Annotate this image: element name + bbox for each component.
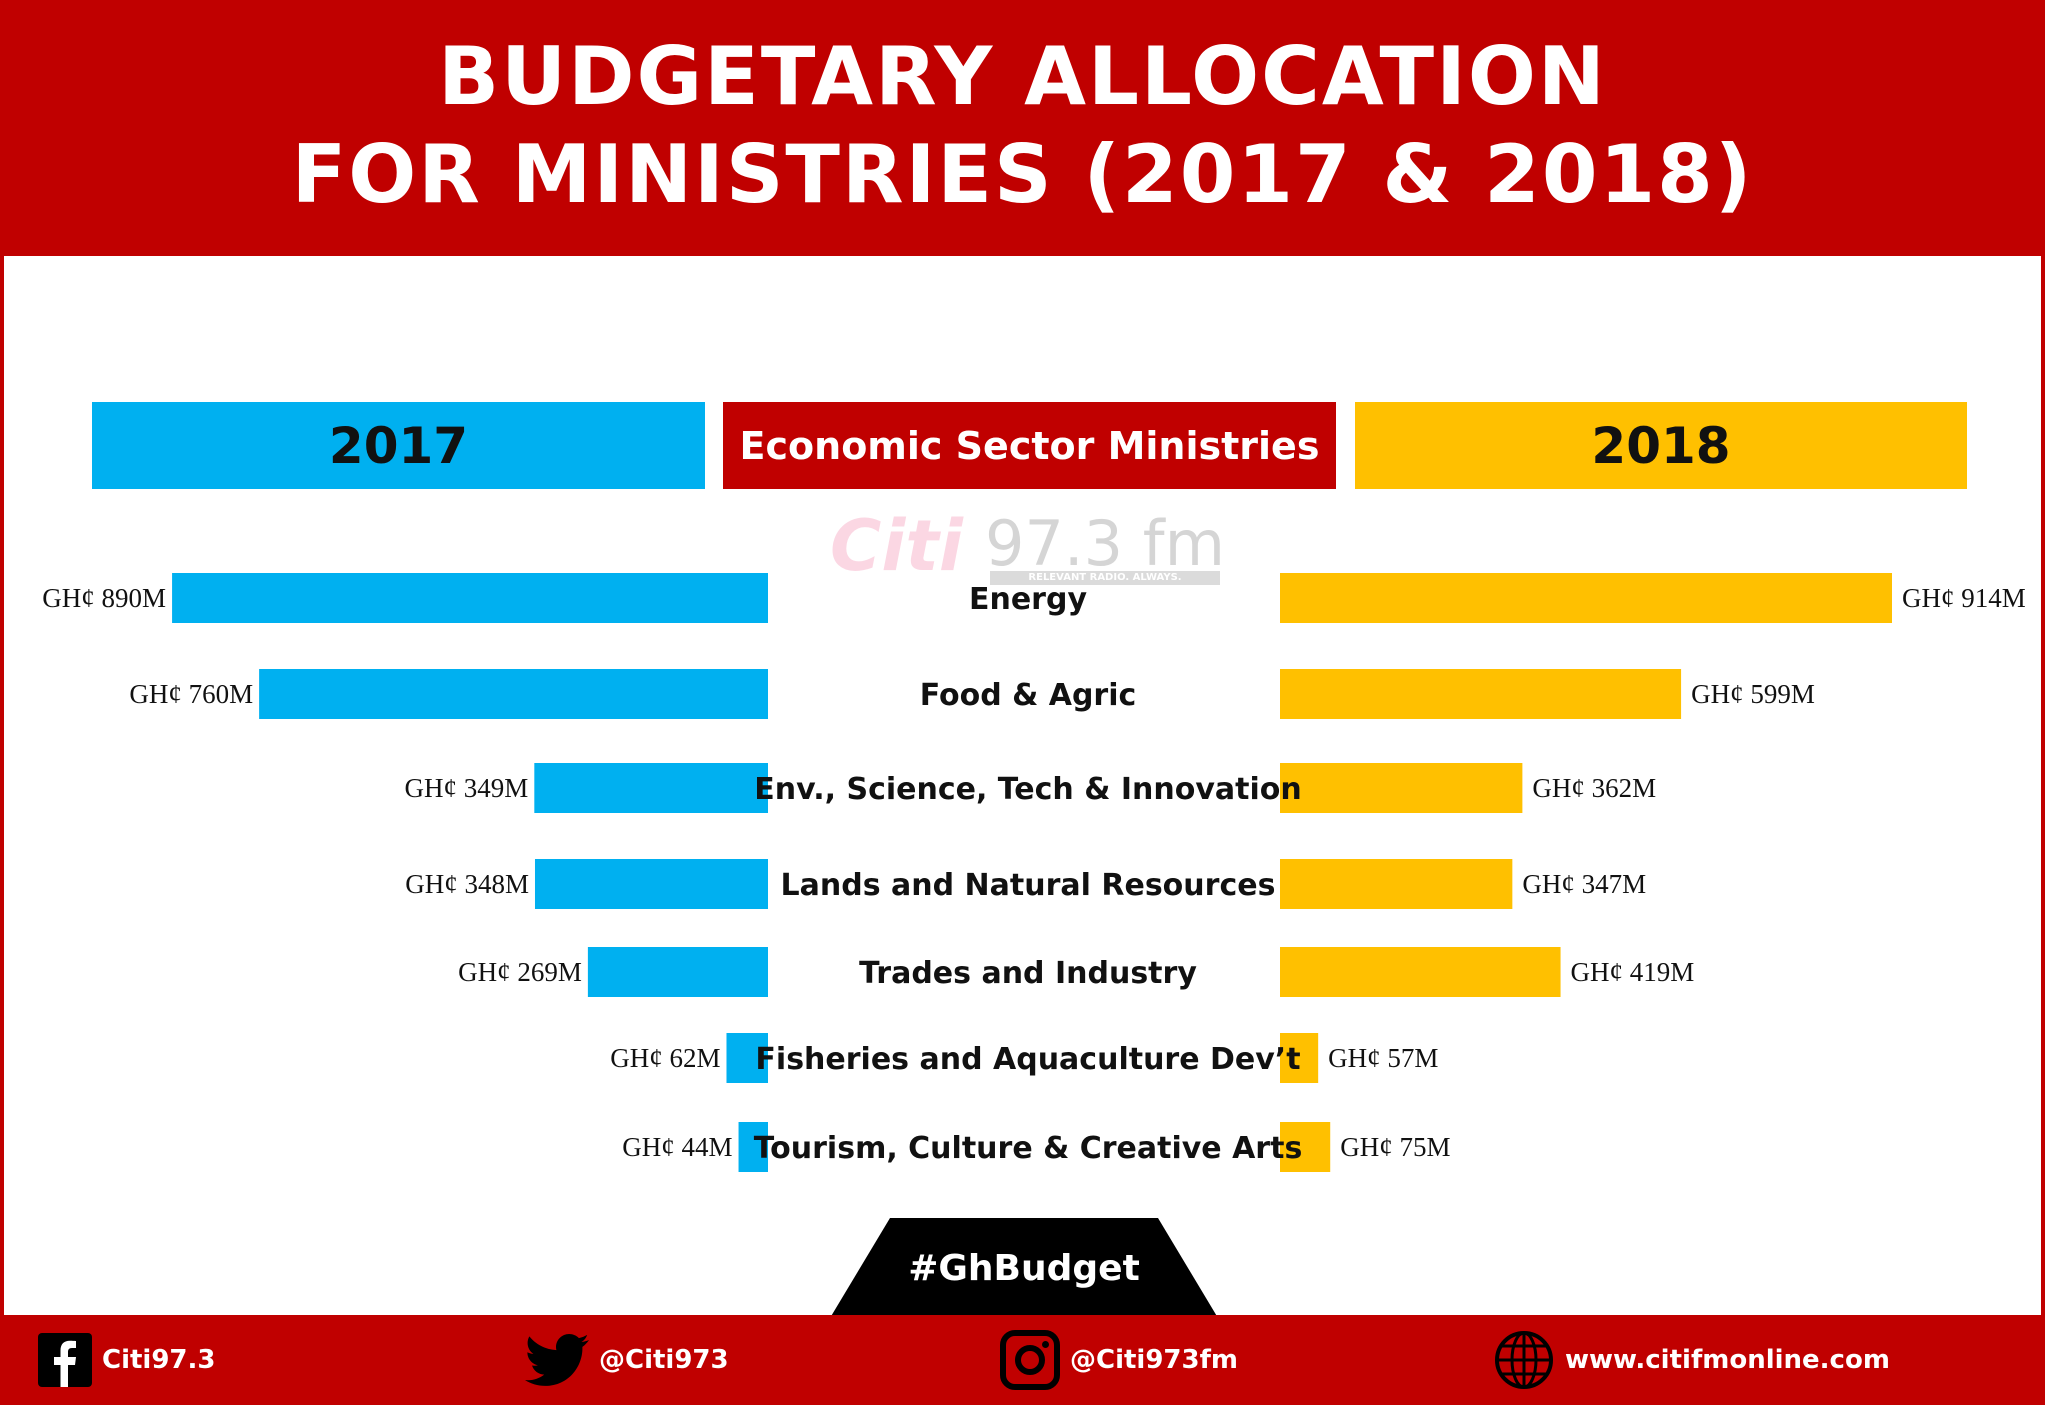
- title-line-1: BUDGETARY ALLOCATION: [438, 30, 1607, 123]
- value-label-2017: GH¢ 62M: [610, 1043, 720, 1073]
- bar-2018: [1280, 573, 1892, 623]
- twitter-link[interactable]: @Citi973: [525, 1330, 729, 1390]
- facebook-icon: [38, 1333, 92, 1387]
- bar-2018: [1280, 1033, 1319, 1083]
- value-label-2018: GH¢ 362M: [1532, 773, 1656, 803]
- series-2018-bars: [1280, 573, 1892, 1172]
- instagram-icon: [1000, 1330, 1060, 1390]
- globe-icon: [1495, 1331, 1553, 1389]
- bar-2017: [172, 573, 769, 623]
- header-sector: Economic Sector Ministries: [723, 402, 1336, 489]
- category-labels: Energy Food & Agric Env., Science, Tech & …: [754, 582, 1303, 1166]
- value-label-2018: GH¢ 75M: [1340, 1132, 1450, 1162]
- value-label-2018: GH¢ 57M: [1328, 1043, 1438, 1073]
- bar-2018: [1280, 669, 1682, 719]
- bar-2017: [738, 1122, 768, 1172]
- watermark-frequency: 97.3 fm: [985, 507, 1225, 580]
- title-line-2: FOR MINISTRIES (2017 & 2018): [291, 128, 1754, 221]
- website-link[interactable]: www.citifmonline.com: [1493, 1330, 1890, 1390]
- bar-2018: [1280, 947, 1561, 997]
- value-label-2017: GH¢ 269M: [458, 957, 582, 987]
- series-2017-labels: GH¢ 890M GH¢ 760M GH¢ 349M GH¢ 348M GH¢ 269M…: [42, 583, 732, 1162]
- facebook-link[interactable]: Citi97.3: [38, 1330, 215, 1390]
- facebook-handle: Citi97.3: [102, 1345, 216, 1375]
- bar-2017: [534, 859, 768, 909]
- value-label-2018: GH¢ 419M: [1571, 957, 1695, 987]
- value-label-2017: GH¢ 349M: [405, 773, 529, 803]
- footer-bar: Citi97.3 @Citi973 @Citi973fm www.citifmo…: [0, 1315, 2045, 1405]
- hashtag-text: #GhBudget: [908, 1248, 1140, 1289]
- twitter-icon: [525, 1334, 589, 1386]
- bar-2017: [587, 947, 768, 997]
- instagram-handle: @Citi973fm: [1070, 1345, 1239, 1375]
- value-label-2017: GH¢ 760M: [129, 679, 253, 709]
- category-label: Food & Agric: [920, 678, 1137, 713]
- bar-2017: [259, 669, 768, 719]
- header-2017: 2017: [92, 402, 705, 489]
- header-2018: 2018: [1355, 402, 1967, 489]
- bar-2018: [1280, 763, 1523, 813]
- butterfly-bar-chart: GH¢ 890M GH¢ 760M GH¢ 349M GH¢ 348M GH¢ 269M…: [42, 573, 2026, 1172]
- category-label: Trades and Industry: [859, 956, 1197, 991]
- bar-2017: [726, 1033, 768, 1083]
- series-2017-bars: [172, 573, 769, 1172]
- value-label-2017: GH¢ 44M: [622, 1132, 732, 1162]
- category-label: Lands and Natural Resources: [781, 868, 1276, 903]
- bar-2017: [534, 763, 768, 813]
- header-banner: BUDGETARY ALLOCATION FOR MINISTRIES (201…: [0, 0, 2045, 256]
- twitter-handle: @Citi973: [599, 1345, 729, 1375]
- citi-watermark: Citi 97.3 fm RELEVANT RADIO. ALWAYS.: [830, 505, 1230, 587]
- bar-2018: [1280, 1122, 1331, 1172]
- category-label: Tourism, Culture & Creative Arts: [754, 1131, 1303, 1166]
- watermark-logo: Citi: [830, 505, 963, 587]
- category-label: Fisheries and Aquaculture Dev’t: [755, 1042, 1300, 1077]
- watermark-tagline: RELEVANT RADIO. ALWAYS.: [990, 571, 1220, 585]
- hashtag-banner: [830, 1218, 1218, 1318]
- value-label-2018: GH¢ 599M: [1691, 679, 1815, 709]
- category-label: Env., Science, Tech & Innovation: [754, 772, 1301, 807]
- instagram-link[interactable]: @Citi973fm: [1000, 1330, 1238, 1390]
- series-2018-labels: GH¢ 914M GH¢ 599M GH¢ 362M GH¢ 347M GH¢ 419M…: [1328, 583, 2026, 1162]
- value-label-2018: GH¢ 347M: [1522, 869, 1646, 899]
- bar-2018: [1280, 859, 1513, 909]
- value-label-2017: GH¢ 348M: [405, 869, 529, 899]
- website-url: www.citifmonline.com: [1565, 1345, 1890, 1375]
- category-label: Energy: [969, 582, 1087, 617]
- value-label-2017: GH¢ 890M: [42, 583, 166, 613]
- value-label-2018: GH¢ 914M: [1902, 583, 2026, 613]
